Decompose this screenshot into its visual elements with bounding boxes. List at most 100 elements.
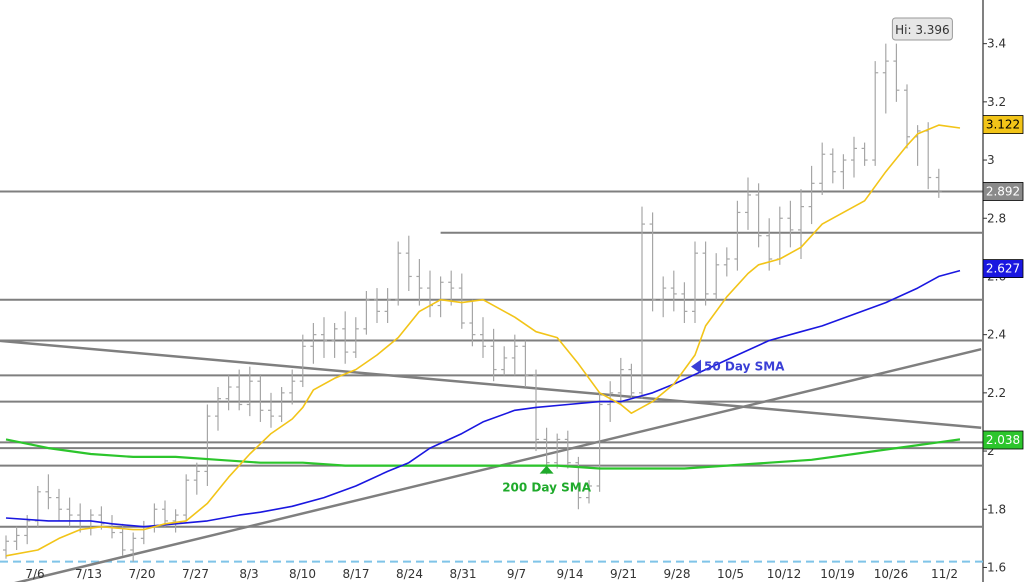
x-axis-ticks: 7/6 7/13 7/20 7/27 8/3 8/10 8/17 8/24 8/31 9/7 9/1…	[25, 567, 958, 581]
x-tick-label: 7/27	[182, 567, 209, 581]
ohlc-bar	[342, 311, 349, 364]
ohlc-bar	[713, 253, 720, 300]
ohlc-bar	[363, 291, 370, 335]
ohlc-bar	[162, 500, 168, 527]
x-tick-label: 8/31	[450, 567, 477, 581]
ohlc-bar	[56, 488, 62, 521]
ohlc-bar	[416, 258, 423, 306]
ohlc-bar	[374, 288, 380, 324]
price-axis-panel	[983, 0, 1024, 582]
ohlc-bar	[660, 276, 667, 318]
y-tick-label: 2.8	[987, 211, 1006, 225]
ohlc-bar	[840, 154, 847, 190]
ohlc-bar	[511, 334, 518, 376]
ohlc-bar	[522, 340, 529, 388]
x-tick-label: 8/24	[396, 567, 423, 581]
ohlc-bar	[299, 334, 306, 388]
ohlc-bar	[405, 235, 412, 291]
ohlc-bar	[98, 506, 105, 530]
x-tick-label: 9/21	[610, 567, 637, 581]
ohlc-bar	[45, 474, 52, 510]
ohlc-bar	[321, 317, 327, 358]
y-tick-label: 2.4	[987, 328, 1006, 342]
ohlc-bar	[575, 456, 582, 510]
ohlc-bar	[257, 375, 264, 422]
ohlc-bar	[639, 206, 645, 399]
high-callout-label: Hi: 3.396	[895, 23, 950, 37]
ohlc-bar	[3, 535, 9, 559]
ohlc-bar	[628, 363, 635, 399]
x-tick-label: 8/17	[343, 567, 370, 581]
x-tick-label: 10/26	[874, 567, 909, 581]
ohlc-bar	[533, 369, 539, 452]
ohlc-bar	[787, 200, 794, 248]
ohlc-bar	[437, 276, 444, 318]
ohlc-bar	[458, 273, 465, 329]
ohlc-bar	[808, 165, 815, 225]
ohlc-bar	[246, 366, 253, 417]
trendlines	[0, 339, 982, 582]
ohlc-bar	[904, 84, 910, 149]
y-tick-label: 1.8	[987, 502, 1006, 516]
ohlc-bar	[861, 142, 868, 166]
ohlc-bar	[236, 369, 243, 411]
price-badge: 2.038	[982, 430, 1024, 450]
ohlc-bar	[745, 177, 751, 230]
annotations: 50 Day SMA 200 Day SMA Hi: 3.396	[502, 17, 953, 495]
ohlc-bar	[183, 474, 190, 521]
ohlc-bar	[872, 61, 879, 166]
y-tick-label: 1.6	[987, 560, 1006, 574]
ohlc-bar	[130, 532, 137, 562]
x-tick-label: 9/28	[664, 567, 691, 581]
ohlc-bar	[586, 480, 592, 504]
sma-200-line	[5, 438, 961, 470]
ohlc-bar	[172, 509, 179, 533]
x-tick-label: 11/2	[931, 567, 958, 581]
moving-averages	[5, 124, 961, 557]
y-tick-label: 2.2	[987, 386, 1006, 400]
ohlc-bar	[193, 462, 200, 495]
ohlc-bar	[564, 430, 571, 469]
ohlc-bar	[829, 148, 836, 184]
x-tick-label: 8/10	[289, 567, 316, 581]
x-tick-label: 10/19	[820, 567, 855, 581]
ohlc-bar	[268, 392, 274, 428]
ohlc-bar	[819, 142, 826, 195]
y-tick-label: 3	[987, 153, 995, 167]
price-badge-box	[982, 115, 1024, 134]
y-tick-label: 3.2	[987, 95, 1006, 109]
ohlc-bar	[448, 270, 455, 306]
falling-trendline	[0, 339, 982, 430]
x-tick-label: 10/5	[717, 567, 744, 581]
ohlc-bar	[755, 183, 762, 248]
ohlc-bar	[352, 317, 359, 358]
ohlc-bar	[882, 43, 889, 114]
ohlc-bar	[649, 212, 656, 312]
ohlc-bar	[681, 282, 688, 324]
ohlc-bar	[670, 270, 677, 312]
rising-trendline	[14, 347, 982, 582]
ohlc-bar	[225, 375, 232, 411]
ohlc-bar	[893, 43, 900, 102]
price-badge-box	[982, 182, 1024, 201]
ohlc-bar	[723, 247, 730, 277]
price-badge-label: 3.122	[986, 118, 1020, 132]
x-tick-label: 8/3	[239, 567, 258, 581]
ohlc-bar	[384, 288, 391, 324]
x-tick-label: 9/7	[507, 567, 526, 581]
ohlc-bar	[66, 497, 73, 527]
price-badge-box	[982, 259, 1024, 278]
price-badge-label: 2.892	[986, 184, 1020, 198]
ohlc-bar	[596, 392, 603, 492]
ohlc-bar	[215, 387, 221, 431]
ohlc-bar	[331, 323, 338, 358]
ohlc-bar	[395, 241, 402, 306]
sma-20-line	[5, 124, 961, 557]
sma-50-line	[5, 269, 961, 528]
ohlc-bar	[554, 433, 561, 469]
ohlc-bar	[617, 357, 624, 405]
x-tick-label: 7/6	[25, 567, 44, 581]
ohlc-bars	[3, 43, 942, 562]
